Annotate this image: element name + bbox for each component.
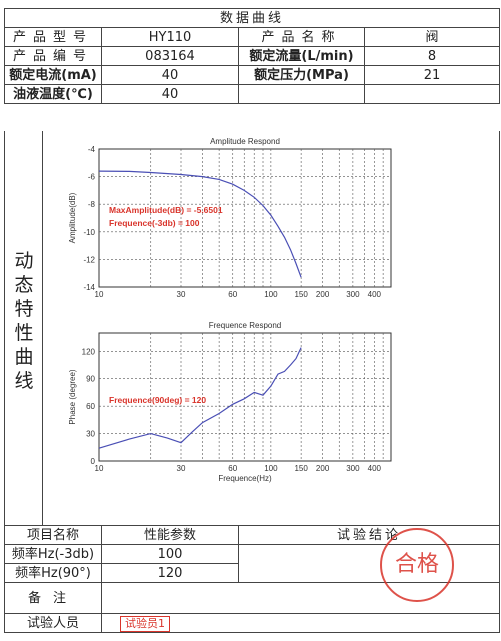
value-rated-current: 40 bbox=[101, 65, 239, 85]
x-tick-label: 10 bbox=[95, 290, 104, 299]
x-tick-label: 60 bbox=[228, 290, 237, 299]
tester-value: 试验员1 bbox=[120, 615, 170, 632]
chart-title: Frequence Respond bbox=[209, 321, 282, 330]
plot-area bbox=[98, 332, 392, 462]
conclusion-cell bbox=[238, 544, 500, 583]
section-label-column: 动态特性曲线 bbox=[4, 131, 43, 525]
result-value-90deg: 120 bbox=[101, 563, 239, 583]
chart-annotation: MaxAmplitude(dB) = -5.6501 bbox=[109, 205, 223, 215]
tester-cell: 试验员1 bbox=[101, 613, 500, 633]
label-rated-current: 额定电流(mA) bbox=[4, 65, 102, 85]
x-tick-label: 300 bbox=[346, 290, 360, 299]
x-tick-label: 300 bbox=[346, 464, 360, 473]
x-tick-label: 10 bbox=[95, 464, 104, 473]
label-product-model: 产品型号 bbox=[4, 27, 102, 47]
empty-value-cell bbox=[363, 84, 501, 104]
y-tick-label: -14 bbox=[83, 283, 95, 292]
x-tick-label: 200 bbox=[316, 290, 330, 299]
label-oil-temperature: 油液温度(℃) bbox=[4, 84, 102, 104]
header-item-name: 项目名称 bbox=[4, 525, 102, 545]
x-tick-label: 200 bbox=[316, 464, 330, 473]
empty-label-cell bbox=[238, 84, 365, 104]
x-tick-label: 150 bbox=[294, 464, 308, 473]
x-tick-label: 30 bbox=[177, 464, 186, 473]
header-conclusion: 试验结论 bbox=[238, 525, 500, 545]
series-line bbox=[98, 347, 302, 449]
value-product-name: 阀 bbox=[363, 27, 501, 47]
value-rated-flow: 8 bbox=[363, 46, 501, 66]
x-tick-label: 30 bbox=[177, 290, 186, 299]
y-tick-label: -6 bbox=[88, 173, 96, 182]
result-name-90deg: 频率Hz(90°) bbox=[4, 563, 102, 583]
x-tick-label: 150 bbox=[294, 290, 308, 299]
section-label-char: 曲 bbox=[14, 346, 34, 368]
info-table: 数据曲线 产品型号 HY110 产品名称 阀 产品编号 083164 额定流量(… bbox=[3, 8, 501, 104]
x-axis-label: Frequence(Hz) bbox=[218, 474, 272, 483]
chart-title: Amplitude Respond bbox=[210, 137, 280, 146]
label-product-name: 产品名称 bbox=[238, 27, 365, 47]
section-label-char: 线 bbox=[14, 370, 34, 392]
x-tick-label: 100 bbox=[264, 290, 278, 299]
label-product-number: 产品编号 bbox=[4, 46, 102, 66]
tester-label: 试验人员 bbox=[4, 613, 102, 633]
sheet-title: 数据曲线 bbox=[3, 8, 501, 28]
y-axis-label: Phase (degree) bbox=[68, 369, 77, 424]
y-axis-label: Amplitude(dB) bbox=[68, 192, 77, 243]
y-tick-label: 60 bbox=[86, 402, 95, 411]
remark-label: 备注 bbox=[4, 582, 102, 614]
value-product-model: HY110 bbox=[101, 27, 239, 47]
chart-panel: -4 -6 -8 -10 -12 -14 10 30 60 100 150 200 300 400 Ampl… bbox=[41, 131, 500, 525]
y-tick-label: -8 bbox=[88, 200, 96, 209]
header-performance: 性能参数 bbox=[101, 525, 239, 545]
pass-stamp: 合格 bbox=[380, 528, 454, 602]
section-label-char: 性 bbox=[14, 322, 34, 344]
result-name-3db: 频率Hz(-3db) bbox=[4, 544, 102, 564]
chart-annotation: Frequence(-3db) = 100 bbox=[109, 218, 200, 228]
y-tick-label: 90 bbox=[86, 375, 95, 384]
x-tick-label: 100 bbox=[264, 464, 278, 473]
x-tick-label: 400 bbox=[368, 464, 382, 473]
label-rated-pressure: 额定压力(MPa) bbox=[238, 65, 365, 85]
y-tick-label: -4 bbox=[88, 145, 96, 154]
y-tick-label: -12 bbox=[83, 255, 95, 264]
value-rated-pressure: 21 bbox=[363, 65, 501, 85]
y-tick-label: -10 bbox=[83, 228, 95, 237]
value-product-number: 083164 bbox=[101, 46, 239, 66]
y-tick-label: 0 bbox=[91, 457, 96, 466]
y-tick-label: 120 bbox=[82, 347, 96, 356]
value-oil-temperature: 40 bbox=[101, 84, 239, 104]
section-label-char: 动 bbox=[14, 250, 34, 272]
label-rated-flow: 额定流量(L/min) bbox=[238, 46, 365, 66]
y-tick-label: 30 bbox=[86, 430, 95, 439]
x-tick-label: 60 bbox=[228, 464, 237, 473]
series-line bbox=[98, 170, 302, 278]
section-label-char: 态 bbox=[14, 274, 34, 296]
chart-annotation: Frequence(90deg) = 120 bbox=[109, 395, 206, 405]
section-label-char: 特 bbox=[14, 298, 34, 320]
section-label: 动态特性曲线 bbox=[14, 249, 34, 393]
x-tick-label: 400 bbox=[368, 290, 382, 299]
result-value-3db: 100 bbox=[101, 544, 239, 564]
